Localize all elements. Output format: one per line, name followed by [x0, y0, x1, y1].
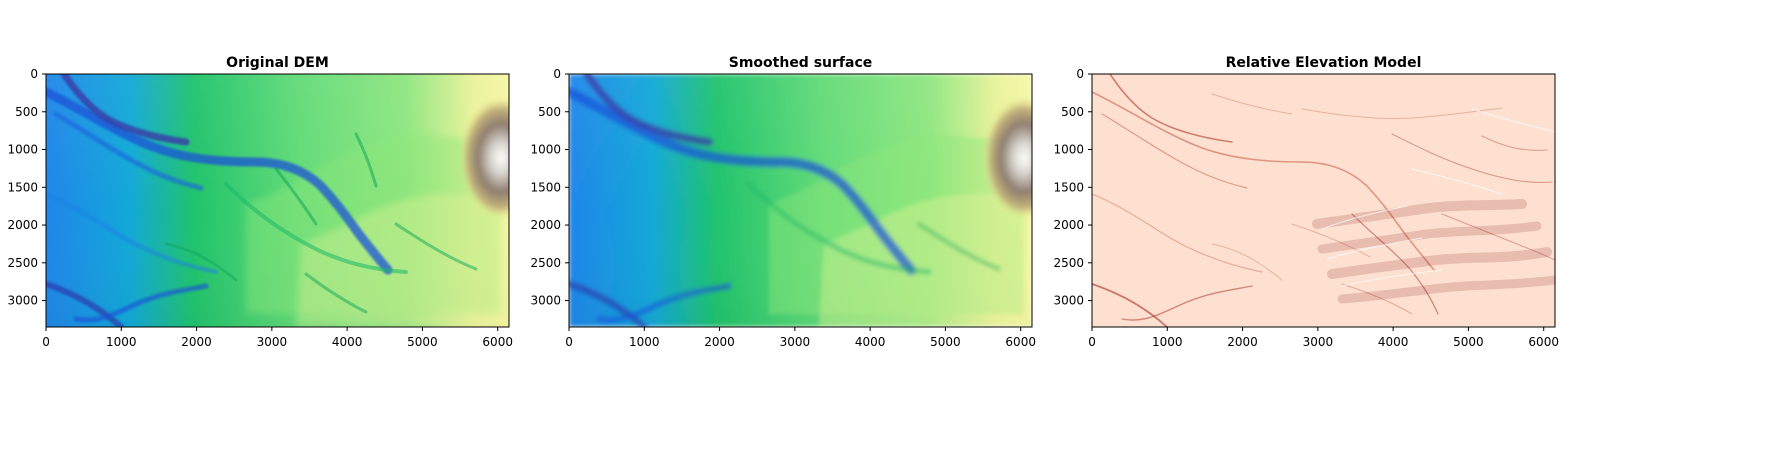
- x-tick-label: 6000: [1528, 335, 1559, 349]
- x-tick-label: 0: [1088, 335, 1096, 349]
- y-tick-label: 1000: [1053, 143, 1084, 157]
- x-tick-label: 2000: [704, 335, 735, 349]
- x-tick-label: 6000: [1005, 335, 1036, 349]
- title-relative-elevation-model: Relative Elevation Model: [1226, 55, 1422, 71]
- y-tick-label: 0: [30, 67, 38, 81]
- y-tick-label: 2500: [7, 256, 38, 270]
- dem-image: [46, 74, 509, 327]
- x-tick-label: 5000: [407, 335, 438, 349]
- panel-relative-elevation-model: 0 1000 2000 3000 4000 5000 6000 0 500 1000 1500 200…: [1053, 67, 1559, 349]
- x-tick-label: 1000: [1152, 335, 1183, 349]
- x-tick-label: 0: [565, 335, 573, 349]
- title-original-dem: Original DEM: [226, 55, 329, 71]
- x-tick-label: 6000: [482, 335, 513, 349]
- x-tick-label: 0: [42, 335, 50, 349]
- y-tick-label: 500: [1061, 105, 1084, 119]
- y-tick-label: 3000: [7, 294, 38, 308]
- y-tick-label: 0: [1076, 67, 1084, 81]
- x-tick-label: 2000: [1227, 335, 1258, 349]
- panel-original-dem: 0 1000 2000 3000 4000 5000 6000 0 500 1000 1500 200…: [7, 67, 513, 349]
- y-tick-label: 1000: [7, 143, 38, 157]
- rem-image: [1092, 74, 1555, 327]
- title-smoothed-surface: Smoothed surface: [729, 55, 873, 71]
- y-tick-label: 2500: [530, 256, 561, 270]
- x-tick-label: 1000: [629, 335, 660, 349]
- y-tick-label: 1500: [7, 180, 38, 194]
- y-tick-label: 2000: [7, 218, 38, 232]
- axes-frame: [568, 73, 1033, 328]
- y-tick-label: 2000: [1053, 218, 1084, 232]
- axes-frame: [45, 73, 510, 328]
- y-tick-label: 500: [538, 105, 561, 119]
- x-tick-label: 2000: [181, 335, 212, 349]
- x-tick-label: 5000: [930, 335, 961, 349]
- x-tick-label: 4000: [332, 335, 363, 349]
- x-tick-label: 3000: [1303, 335, 1334, 349]
- x-tick-label: 4000: [855, 335, 886, 349]
- axes-frame: [1091, 73, 1556, 328]
- y-tick-label: 1000: [530, 143, 561, 157]
- x-tick-label: 5000: [1453, 335, 1484, 349]
- y-tick-label: 0: [553, 67, 561, 81]
- y-tick-label: 1500: [1053, 180, 1084, 194]
- x-tick-label: 1000: [106, 335, 137, 349]
- x-tick-label: 3000: [780, 335, 811, 349]
- y-tick-label: 2000: [530, 218, 561, 232]
- x-tick-label: 3000: [257, 335, 288, 349]
- y-tick-label: 3000: [530, 294, 561, 308]
- y-tick-label: 3000: [1053, 294, 1084, 308]
- smoothed-image: [569, 74, 1032, 327]
- x-tick-label: 4000: [1378, 335, 1409, 349]
- y-tick-label: 2500: [1053, 256, 1084, 270]
- panel-smoothed-surface: 0 1000 2000 3000 4000 5000 6000 0 500 1000 1500 200…: [530, 67, 1036, 349]
- y-tick-label: 500: [15, 105, 38, 119]
- y-tick-label: 1500: [530, 180, 561, 194]
